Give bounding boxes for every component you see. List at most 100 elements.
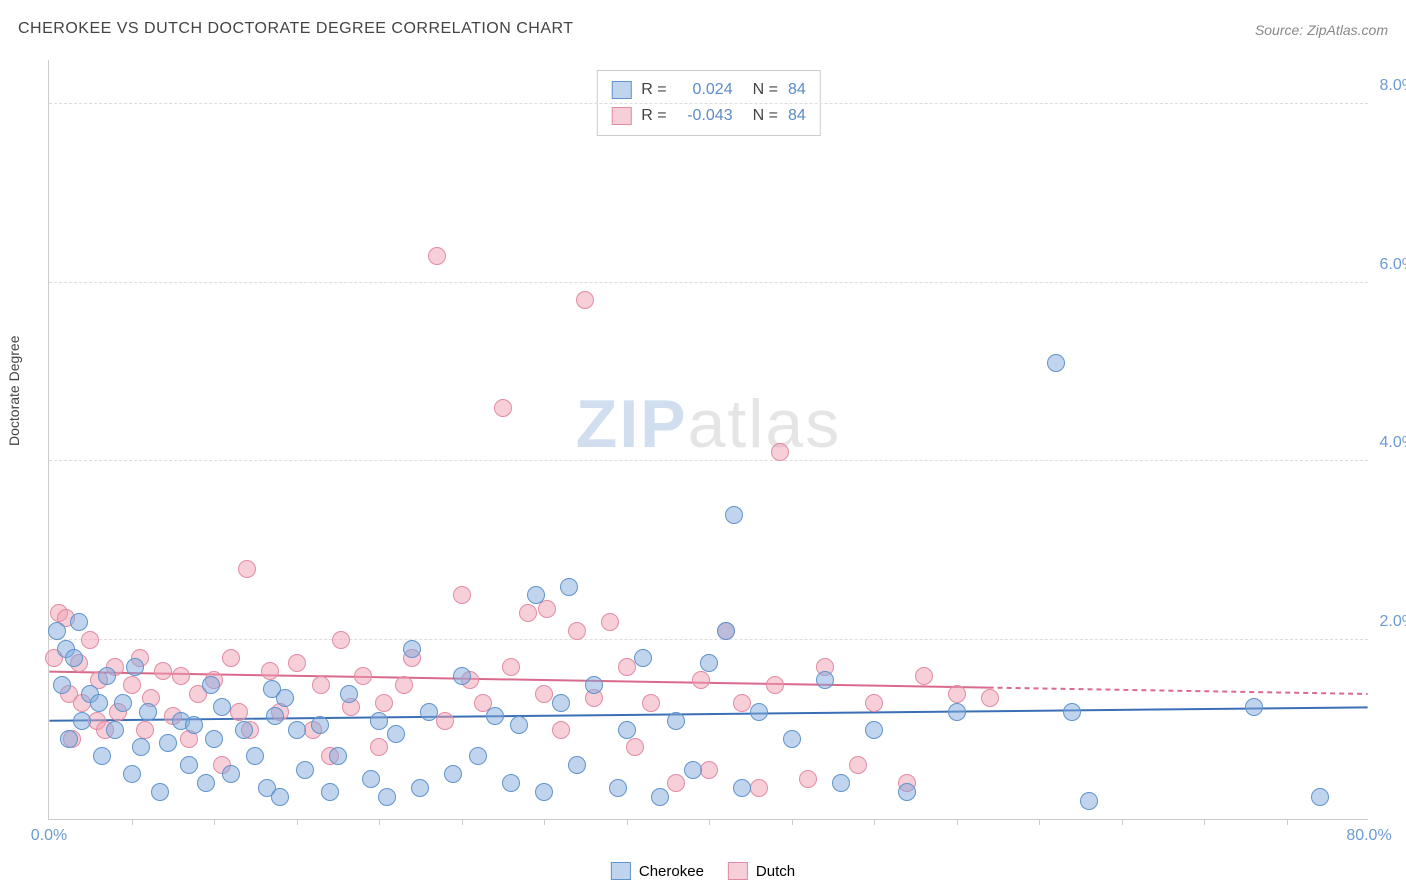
cherokee-point — [93, 747, 111, 765]
pink-swatch-icon — [611, 107, 631, 125]
cherokee-point — [1311, 788, 1329, 806]
cherokee-point — [48, 622, 66, 640]
dutch-point — [332, 631, 350, 649]
cherokee-point — [114, 694, 132, 712]
dutch-point — [576, 291, 594, 309]
dutch-point — [568, 622, 586, 640]
source-attribution: Source: ZipAtlas.com — [1255, 22, 1388, 38]
n-value: 84 — [788, 107, 806, 125]
cherokee-point — [90, 694, 108, 712]
cherokee-point — [667, 712, 685, 730]
dutch-point — [81, 631, 99, 649]
dutch-point — [222, 649, 240, 667]
cherokee-point — [1063, 703, 1081, 721]
cherokee-point — [139, 703, 157, 721]
cherokee-point — [321, 783, 339, 801]
cherokee-point — [106, 721, 124, 739]
blue-swatch-icon — [611, 862, 631, 880]
dutch-point — [766, 676, 784, 694]
y-axis-label: Doctorate Degree — [6, 335, 22, 446]
cherokee-point — [609, 779, 627, 797]
cherokee-point — [123, 765, 141, 783]
cherokee-point — [684, 761, 702, 779]
dutch-point — [618, 658, 636, 676]
blue-swatch-icon — [611, 81, 631, 99]
cherokee-point — [362, 770, 380, 788]
dutch-point — [733, 694, 751, 712]
cherokee-point — [151, 783, 169, 801]
plot-area: ZIPatlas R = 0.024 N = 84R = -0.043 N = … — [48, 60, 1368, 820]
dutch-point — [370, 738, 388, 756]
cherokee-point — [510, 716, 528, 734]
dutch-point — [172, 667, 190, 685]
x-tick — [297, 819, 298, 825]
cherokee-point — [502, 774, 520, 792]
x-tick — [1122, 819, 1123, 825]
y-tick-label: 2.0% — [1380, 613, 1406, 631]
cherokee-point — [403, 640, 421, 658]
dutch-point — [642, 694, 660, 712]
r-label: R = — [641, 81, 666, 99]
dutch-point — [136, 721, 154, 739]
dutch-point — [494, 399, 512, 417]
dutch-point — [601, 613, 619, 631]
cherokee-point — [453, 667, 471, 685]
cherokee-point — [235, 721, 253, 739]
x-tick-label: 80.0% — [1346, 827, 1391, 845]
cherokee-point — [213, 698, 231, 716]
cherokee-point — [53, 676, 71, 694]
cherokee-point — [222, 765, 240, 783]
dutch-point — [535, 685, 553, 703]
dutch-point — [865, 694, 883, 712]
watermark-atlas: atlas — [688, 386, 842, 462]
dutch-point — [519, 604, 537, 622]
cherokee-point — [469, 747, 487, 765]
cherokee-point — [60, 730, 78, 748]
gridline — [49, 460, 1368, 461]
dutch-point — [436, 712, 454, 730]
cherokee-point — [271, 788, 289, 806]
chart-title: CHEROKEE VS DUTCH DOCTORATE DEGREE CORRE… — [18, 20, 574, 38]
cherokee-point — [700, 654, 718, 672]
cherokee-point — [618, 721, 636, 739]
dutch-point — [354, 667, 372, 685]
dutch-point — [428, 247, 446, 265]
cherokee-point — [132, 738, 150, 756]
dutch-point — [154, 662, 172, 680]
cherokee-point — [296, 761, 314, 779]
dutch-point — [312, 676, 330, 694]
legend-row: R = -0.043 N = 84 — [611, 103, 805, 129]
dutch-point — [915, 667, 933, 685]
x-tick — [462, 819, 463, 825]
dutch-point — [948, 685, 966, 703]
dutch-point — [667, 774, 685, 792]
cherokee-point — [750, 703, 768, 721]
cherokee-point — [865, 721, 883, 739]
r-value: -0.043 — [677, 107, 733, 125]
cherokee-point — [70, 613, 88, 631]
cherokee-point — [202, 676, 220, 694]
n-label: N = — [753, 81, 778, 99]
correlation-chart: CHEROKEE VS DUTCH DOCTORATE DEGREE CORRE… — [0, 0, 1406, 892]
cherokee-point — [266, 707, 284, 725]
cherokee-point — [311, 716, 329, 734]
cherokee-point — [197, 774, 215, 792]
cherokee-point — [560, 578, 578, 596]
x-tick — [544, 819, 545, 825]
pink-swatch-icon — [728, 862, 748, 880]
cherokee-point — [816, 671, 834, 689]
trend-lines — [49, 60, 1368, 819]
y-tick-label: 6.0% — [1380, 256, 1406, 274]
cherokee-point — [73, 712, 91, 730]
gridline — [49, 282, 1368, 283]
n-value: 84 — [788, 81, 806, 99]
cherokee-point — [180, 756, 198, 774]
dutch-point — [799, 770, 817, 788]
watermark: ZIPatlas — [576, 385, 841, 463]
cherokee-point — [568, 756, 586, 774]
x-tick — [792, 819, 793, 825]
y-tick-label: 8.0% — [1380, 77, 1406, 95]
cherokee-point — [832, 774, 850, 792]
cherokee-point — [1080, 792, 1098, 810]
cherokee-point — [329, 747, 347, 765]
